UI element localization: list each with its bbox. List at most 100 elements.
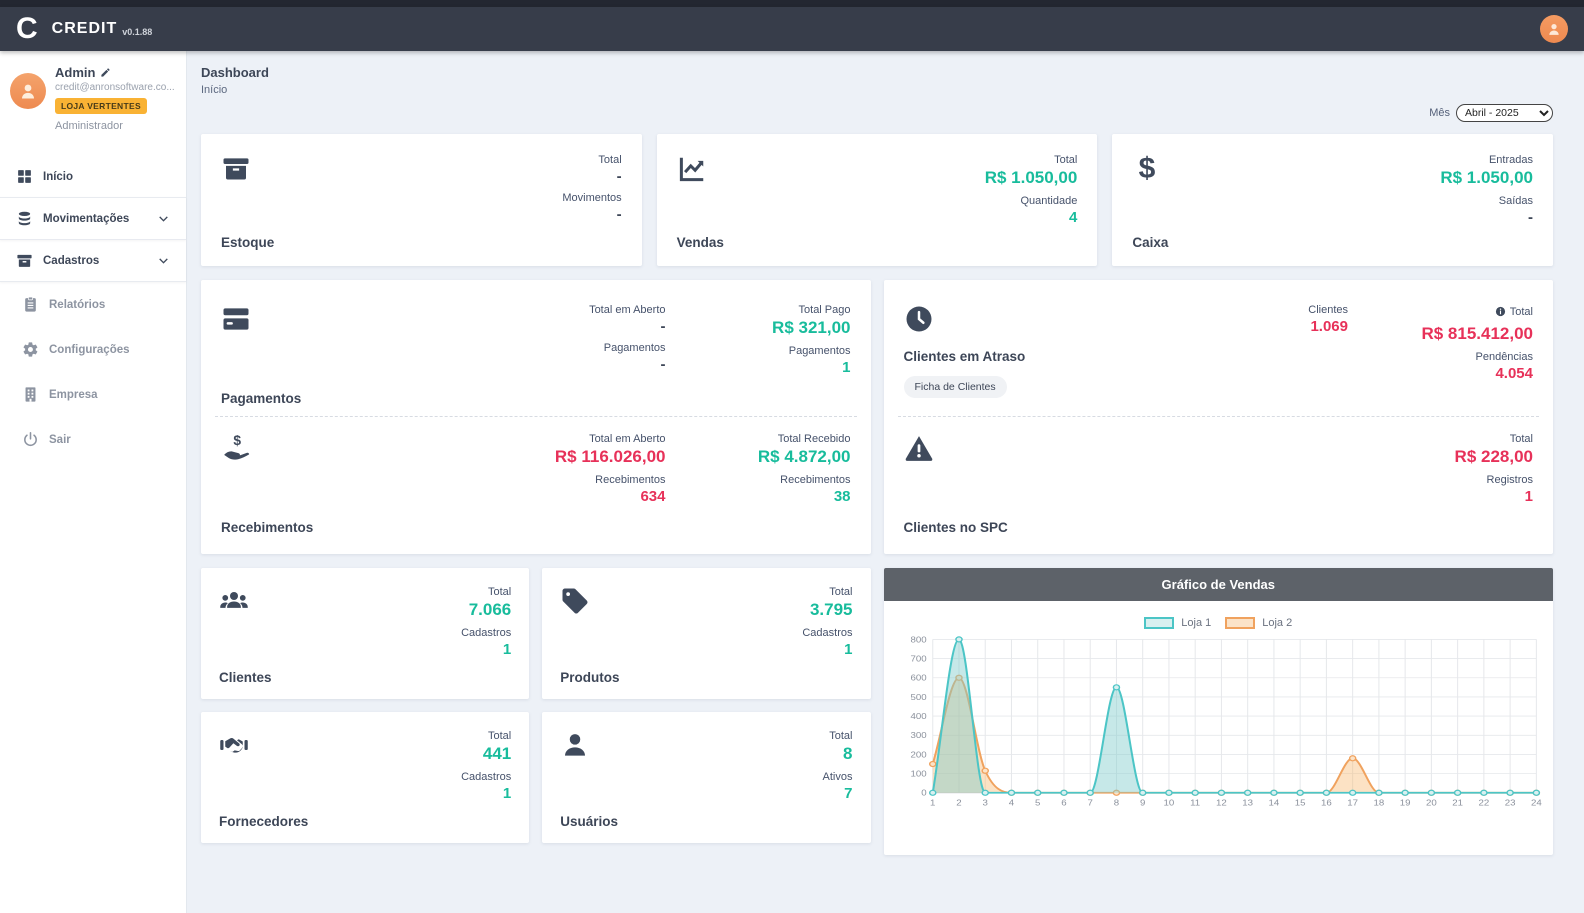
top-navbar: C CREDIT v0.1.88 — [0, 7, 1584, 51]
svg-text:13: 13 — [1242, 798, 1253, 807]
svg-text:6: 6 — [1061, 798, 1066, 807]
store-badge: LOJA VERTENTES — [55, 98, 147, 114]
sidebar-item-configuracoes[interactable]: Configurações — [0, 327, 186, 372]
sidebar-item-cadastros[interactable]: Cadastros — [0, 240, 186, 282]
stat-value: 38 — [833, 488, 851, 505]
page-title: Dashboard — [201, 65, 269, 80]
stat-label: Total — [829, 586, 853, 598]
clipboard-report-icon — [25, 296, 36, 312]
svg-text:8: 8 — [1113, 798, 1118, 807]
svg-text:22: 22 — [1478, 798, 1489, 807]
stat-label: Quantidade — [1020, 195, 1078, 207]
chevron-down-icon — [159, 216, 168, 222]
stat-value: - — [660, 356, 666, 373]
card-title: Clientes no SPC — [903, 520, 1008, 535]
sidebar-item-movimentacoes[interactable]: Movimentações — [0, 197, 186, 240]
chevron-down-icon — [159, 258, 168, 264]
legend-label: Loja 1 — [1181, 617, 1212, 629]
sidebar-item-label: Relatórios — [49, 298, 106, 311]
stat-value: - — [1527, 209, 1533, 226]
breadcrumb: Início — [201, 84, 228, 96]
stat-value: R$ 4.872,00 — [757, 447, 851, 466]
stock-box-icon — [223, 158, 249, 180]
svg-text:11: 11 — [1190, 798, 1200, 807]
svg-text:$: $ — [233, 433, 241, 448]
top-strip — [0, 0, 1584, 7]
svg-text:19: 19 — [1399, 798, 1410, 807]
svg-text:21: 21 — [1452, 798, 1463, 807]
card-vendas: Vendas Total R$ 1.050,00 Quantidade 4 — [656, 134, 1098, 266]
power-icon — [24, 431, 37, 447]
stat-label: Movimentos — [562, 192, 622, 204]
topbar-user-avatar[interactable] — [1540, 15, 1568, 43]
stat-value: - — [616, 168, 622, 185]
month-filter-label: Mês — [1429, 107, 1450, 119]
stat-label: Registros — [1486, 474, 1533, 486]
svg-text:23: 23 — [1504, 798, 1515, 807]
stat-value: R$ 815.412,00 — [1421, 324, 1533, 343]
sidebar-item-relatorios[interactable]: Relatórios — [0, 282, 186, 327]
warning-triangle-icon — [905, 436, 932, 461]
svg-text:7: 7 — [1087, 798, 1092, 807]
sidebar-item-sair[interactable]: Sair — [0, 417, 186, 462]
month-select[interactable]: Abril - 2025 — [1456, 104, 1553, 122]
users-group-icon — [220, 592, 248, 608]
svg-text:15: 15 — [1294, 798, 1305, 807]
ficha-de-clientes-button[interactable]: Ficha de Clientes — [903, 376, 1007, 398]
card-title: Recebimentos — [221, 520, 314, 535]
card-pagamentos-recebimentos: Pagamentos Total em Aberto - Pagamentos … — [201, 280, 871, 554]
stat-value: 1 — [1524, 488, 1533, 505]
stat-label: Saídas — [1498, 195, 1533, 207]
app-logo: C — [16, 12, 38, 45]
stat-label: Entradas — [1488, 154, 1533, 166]
archive-box-icon — [17, 254, 32, 267]
svg-text:12: 12 — [1216, 798, 1227, 807]
user-name: Admin — [55, 65, 96, 80]
chart-legend: Loja 1 Loja 2 — [894, 617, 1544, 629]
legend-label: Loja 2 — [1262, 617, 1293, 629]
sidebar-item-label: Movimentações — [43, 212, 130, 225]
edit-pencil-icon[interactable] — [100, 67, 111, 78]
stat-label: Recebimentos — [780, 474, 851, 486]
user-icon — [22, 84, 34, 99]
sidebar-user-avatar[interactable] — [10, 73, 46, 109]
card-title: Vendas — [676, 235, 724, 250]
legend-item-loja1[interactable]: Loja 1 — [1144, 617, 1211, 629]
chart-title: Gráfico de Vendas — [883, 568, 1553, 601]
stat-label: Clientes — [1308, 304, 1348, 316]
card-fornecedores: Fornecedores Total 441 Cadastros 1 — [201, 712, 530, 843]
svg-text:600: 600 — [910, 674, 926, 683]
sidebar-item-label: Configurações — [49, 343, 130, 356]
card-title: Caixa — [1132, 235, 1169, 250]
app-version: v0.1.88 — [122, 27, 153, 37]
svg-text:4: 4 — [1008, 798, 1013, 807]
card-produtos: Produtos Total 3.795 Cadastros 1 — [542, 568, 871, 699]
user-role: Administrador — [55, 120, 123, 132]
building-icon — [25, 387, 36, 402]
stat-label: Pendências — [1475, 351, 1534, 363]
stat-label: Cadastros — [461, 771, 512, 783]
card-title: Usuários — [560, 814, 619, 829]
sidebar-item-empresa[interactable]: Empresa — [0, 372, 186, 417]
card-title: Pagamentos — [221, 391, 302, 406]
stat-value: 1 — [502, 641, 512, 658]
legend-item-loja2[interactable]: Loja 2 — [1225, 617, 1292, 629]
stat-value: 8 — [843, 744, 853, 763]
sales-chart-icon — [679, 157, 703, 182]
stat-value: R$ 1.050,00 — [1440, 168, 1533, 187]
stat-value: 3.795 — [809, 600, 853, 619]
credit-card-icon — [223, 308, 249, 330]
sidebar-item-inicio[interactable]: Início — [0, 156, 186, 197]
stat-label: Total — [1495, 306, 1533, 318]
info-icon[interactable] — [1495, 306, 1506, 317]
card-clientes-atraso-spc: Clientes em Atraso Ficha de Clientes Cli… — [883, 280, 1553, 554]
card-title: Produtos — [560, 670, 620, 685]
handshake-icon — [220, 737, 248, 753]
recebimentos-row: $ Recebimentos Total em Aberto R$ 116.02… — [201, 417, 871, 545]
svg-text:100: 100 — [910, 769, 926, 778]
stat-label: Total Pago — [798, 304, 851, 316]
card-estoque: Estoque Total - Movimentos - — [201, 134, 642, 266]
card-usuarios: Usuários Total 8 Ativos 7 — [542, 712, 871, 843]
svg-text:9: 9 — [1140, 798, 1145, 807]
sidebar: Admin credit@anronsoftware.co... LOJA VE… — [0, 51, 187, 913]
